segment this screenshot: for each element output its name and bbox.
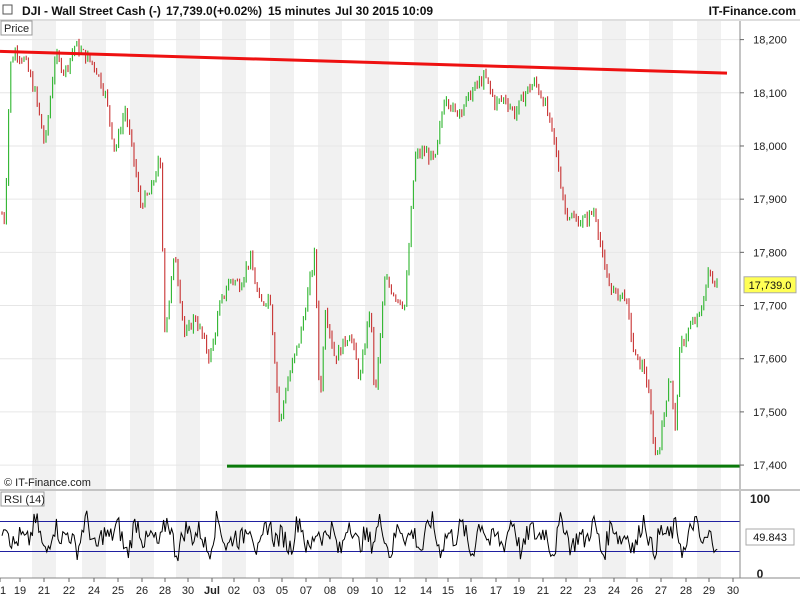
rsi-tick-label: 0 <box>757 567 764 581</box>
rsi-label-box <box>0 491 45 507</box>
time-tick-label: 26 <box>631 585 643 597</box>
header-menu-icon[interactable] <box>2 4 13 15</box>
price-tick-label: 17,700 <box>753 301 787 313</box>
day-stripe <box>602 491 626 578</box>
rsi-tick-label: 100 <box>750 492 770 506</box>
rsi-last-value-tag: 49.843 <box>745 528 795 546</box>
time-tick-label: 03 <box>253 585 265 597</box>
time-tick-label: 23 <box>584 585 596 597</box>
chart-title: DJI - Wall Street Cash (-) <box>22 4 161 18</box>
time-axis: 19 21 22 24 25 26 28 30 Jul 02 03 05 07 08 09 10 12 14 15 1… <box>0 577 800 597</box>
day-stripe <box>365 491 389 578</box>
time-tick-label: 29 <box>703 585 715 597</box>
price-tick-label: 18,100 <box>753 88 787 100</box>
day-stripe <box>365 21 389 489</box>
day-stripe <box>130 491 154 578</box>
resistance-trendline <box>0 49 728 75</box>
price-tick-label: 18,000 <box>753 141 787 153</box>
time-tick-label: 25 <box>112 585 124 597</box>
chart-header: DJI - Wall Street Cash (-) 17,739.0 (+0.… <box>0 0 800 21</box>
time-tick-label: Jul <box>204 585 220 597</box>
day-stripe <box>697 21 721 489</box>
rsi-line <box>1 510 718 562</box>
time-tick-label: 19 <box>14 585 26 597</box>
time-tick-label: 05 <box>276 585 288 597</box>
time-tick-label: 24 <box>608 585 620 597</box>
time-tick-label: 22 <box>63 585 75 597</box>
candlestick-series <box>1 38 718 456</box>
day-stripe <box>176 21 200 489</box>
last-price-tag: 17,739.0 <box>743 276 797 294</box>
price-label-box <box>0 20 33 36</box>
day-stripe <box>459 491 483 578</box>
time-tick-label: 31 <box>0 585 6 597</box>
time-tick-label: 09 <box>347 585 359 597</box>
day-stripe <box>602 21 626 489</box>
day-stripe <box>554 491 578 578</box>
day-stripe <box>32 21 56 489</box>
header-datetime: Jul 30 2015 10:09 <box>335 4 433 18</box>
header-brand: IT-Finance.com <box>709 4 796 18</box>
day-stripe <box>222 491 246 578</box>
time-tick-label: 28 <box>159 585 171 597</box>
day-stripe <box>130 21 154 489</box>
price-tick-label: 18,200 <box>753 35 787 47</box>
svg-text:17,739.0: 17,739.0 <box>749 280 792 292</box>
price-panel: Price © IT-Finance.com 17,400 17,500 17,60… <box>0 20 797 489</box>
time-tick-label: 15 <box>442 585 454 597</box>
price-tick-label: 17,800 <box>753 247 787 259</box>
price-tick-label: 17,600 <box>753 354 787 366</box>
header-change: (+0.02%) <box>213 4 262 18</box>
day-stripe <box>554 21 578 489</box>
time-tick-label: 26 <box>136 585 148 597</box>
time-tick-label: 30 <box>727 585 739 597</box>
day-stripe <box>270 491 294 578</box>
price-axis: 17,400 17,500 17,600 17,700 17,800 17,900 18,0… <box>740 35 787 472</box>
time-tick-label: 21 <box>537 585 549 597</box>
time-tick-label: 30 <box>182 585 194 597</box>
day-stripe <box>270 21 294 489</box>
header-price: 17,739.0 <box>166 4 213 18</box>
time-tick-label: 22 <box>560 585 572 597</box>
time-tick-label: 17 <box>490 585 502 597</box>
time-tick-label: 14 <box>420 585 432 597</box>
day-stripe <box>507 21 531 489</box>
price-tick-label: 17,500 <box>753 407 787 419</box>
rsi-axis: 0 100 <box>750 492 770 581</box>
time-tick-label: 21 <box>38 585 50 597</box>
time-tick-label: 10 <box>371 585 383 597</box>
rsi-panel-label: RSI (14) <box>4 494 45 506</box>
time-tick-label: 02 <box>228 585 240 597</box>
time-tick-label: 28 <box>680 585 692 597</box>
price-tick-label: 17,900 <box>753 194 787 206</box>
svg-text:49.843: 49.843 <box>753 532 787 544</box>
day-stripe <box>82 21 106 489</box>
rsi-day-stripes <box>32 491 721 578</box>
rsi-panel: RSI (14) 0 100 49.843 <box>0 489 800 581</box>
day-stripe <box>649 21 673 489</box>
day-stripe <box>414 21 438 489</box>
header-timeframe: 15 minutes <box>268 4 331 18</box>
price-tick-label: 17,400 <box>753 460 787 472</box>
day-stripe <box>82 491 106 578</box>
time-tick-label: 12 <box>394 585 406 597</box>
time-tick-label: 07 <box>300 585 312 597</box>
day-stripe <box>318 21 342 489</box>
day-stripe <box>507 491 531 578</box>
price-gridlines <box>0 39 740 466</box>
copyright: © IT-Finance.com <box>4 477 91 489</box>
time-tick-label: 27 <box>655 585 667 597</box>
time-tick-label: 16 <box>465 585 477 597</box>
time-tick-label: 19 <box>513 585 525 597</box>
price-panel-label: Price <box>4 23 29 35</box>
day-stripe <box>697 491 721 578</box>
day-stripe <box>222 21 246 489</box>
day-stripes <box>32 21 721 489</box>
day-stripe <box>414 491 438 578</box>
time-tick-label: 08 <box>324 585 336 597</box>
time-tick-label: 24 <box>88 585 100 597</box>
